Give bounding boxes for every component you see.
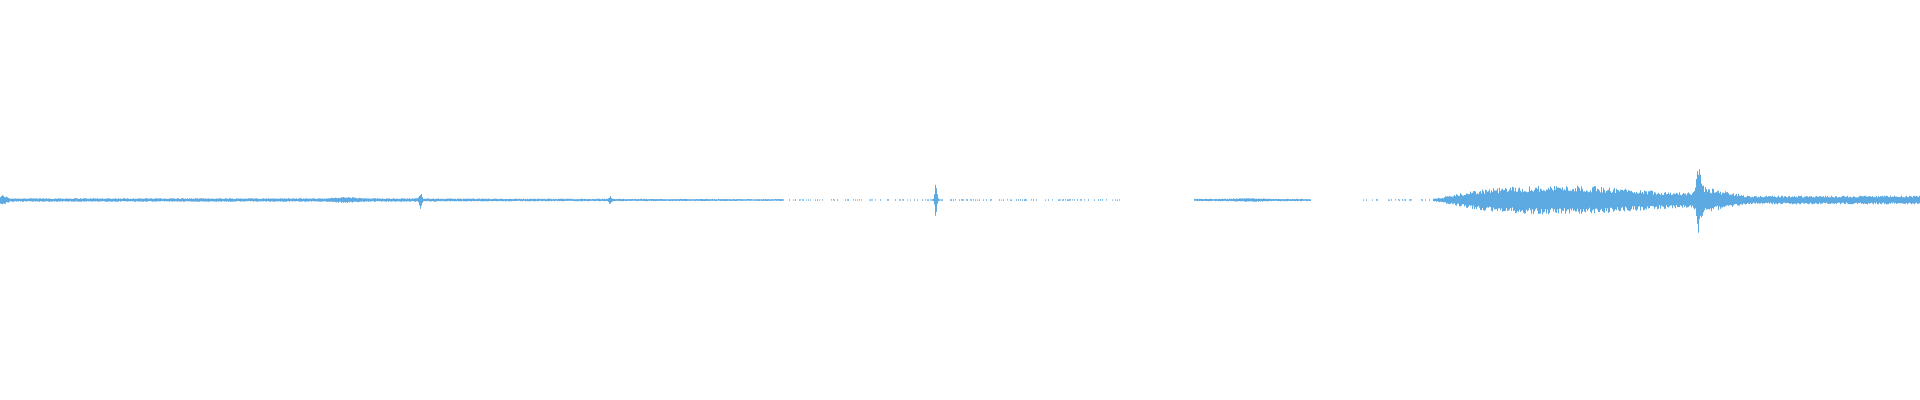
waveform	[0, 169, 1920, 233]
